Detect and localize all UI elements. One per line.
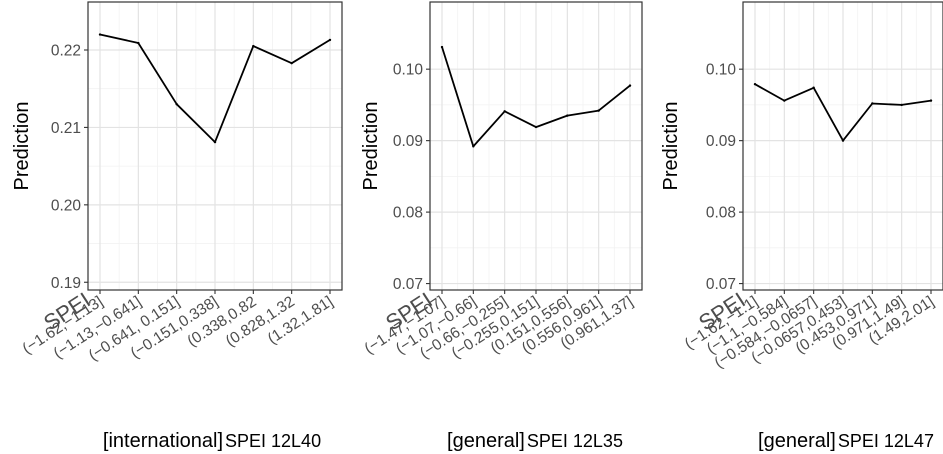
data-point [597, 109, 600, 112]
y-tick-label: 0.07 [706, 276, 736, 293]
data-point [503, 110, 506, 113]
y-tick-label: 0.10 [706, 62, 737, 79]
y-tick-label: 0.09 [393, 133, 423, 150]
data-point [440, 45, 444, 49]
data-point [290, 61, 293, 65]
data-point [213, 140, 217, 144]
x-axis-title-main: SPEI 12L47 [838, 431, 934, 451]
data-point [137, 41, 140, 45]
data-point [753, 82, 757, 86]
x-axis-title-prefix: [international] [103, 430, 223, 452]
data-point [175, 102, 178, 106]
data-point [783, 99, 786, 102]
y-tick-label: 0.20 [51, 197, 82, 214]
y-tick-label: 0.22 [51, 43, 81, 60]
data-point [98, 33, 102, 36]
data-point [871, 102, 874, 105]
x-axis-title: [general] SPEI 12L47 [758, 430, 934, 452]
data-point [472, 145, 475, 148]
y-axis-title: Prediction [360, 102, 382, 191]
x-axis-title: [international] SPEI 12L40 [103, 430, 321, 452]
x-axis-title: [general] SPEI 12L35 [447, 430, 623, 452]
x-axis-title-main: SPEI 12L40 [225, 431, 321, 451]
data-point [628, 84, 632, 87]
y-tick-label: 0.07 [393, 276, 423, 293]
x-axis-title-main: SPEI 12L35 [527, 431, 623, 451]
x-axis-title-prefix: [general] [758, 430, 836, 452]
data-point [252, 44, 255, 48]
y-axis-title: Prediction [11, 102, 33, 191]
y-tick-label: 0.10 [393, 62, 424, 79]
y-tick-label: 0.19 [51, 275, 81, 292]
chart-panel-2: 0.070.080.090.10SPEI(−1.47,−1.07](−1.07,… [360, 1, 643, 452]
data-point [841, 139, 845, 142]
data-point [900, 103, 903, 107]
data-point [812, 86, 815, 89]
chart-panel-1: 0.190.200.210.22SPEI(−1.62,−1.13](−1.13,… [11, 1, 343, 452]
y-tick-label: 0.08 [393, 205, 423, 222]
x-axis-title-prefix: [general] [447, 430, 525, 452]
data-point [328, 38, 332, 42]
chart-panel-3: 0.070.080.090.10SPEI(−1.62,−1.1](−1.1,−0… [660, 1, 943, 452]
y-tick-label: 0.08 [706, 205, 736, 222]
data-point [566, 114, 569, 117]
data-point [929, 99, 933, 102]
data-point [534, 125, 538, 129]
y-tick-label: 0.09 [706, 133, 736, 150]
y-axis-title: Prediction [660, 102, 682, 191]
y-tick-label: 0.21 [51, 120, 81, 137]
